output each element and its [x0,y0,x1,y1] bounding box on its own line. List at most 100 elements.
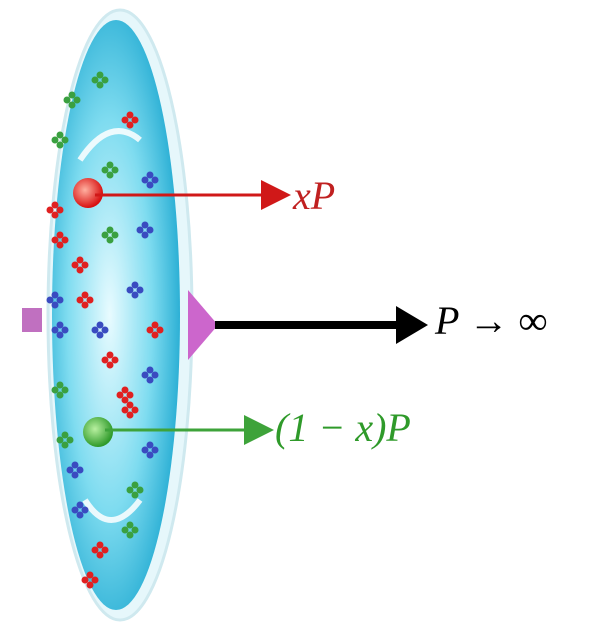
parton [57,437,64,444]
parton [62,327,69,334]
parton [157,327,164,334]
page: xP P → ∞ (1 − x)P (() => { const data = … [0,0,598,627]
parton [92,327,99,334]
parton [112,357,119,364]
parton [87,297,94,304]
parton [97,322,104,329]
parton [147,452,154,459]
parton [97,552,104,559]
parton [127,412,134,419]
parton [102,232,109,239]
proton-momentum-label: P → ∞ [434,298,547,343]
parton [82,292,89,299]
parton [147,367,154,374]
parton [69,92,76,99]
parton [72,462,79,469]
parton [82,262,89,269]
parton [147,327,154,334]
parton [132,482,139,489]
parton [112,232,119,239]
parton [122,397,129,404]
parton [97,332,104,339]
parton [62,387,69,394]
parton [74,97,81,104]
parton [82,507,89,514]
parton [127,287,134,294]
parton [77,297,84,304]
parton [72,472,79,479]
parton [152,447,159,454]
parton [77,267,84,274]
parton [82,577,89,584]
parton [52,327,59,334]
parton [92,77,99,84]
parton [122,387,129,394]
parton [137,227,144,234]
parton [152,322,159,329]
parton [147,182,154,189]
parton [67,467,74,474]
red-quark [73,178,103,208]
beam-stub [22,308,42,332]
parton [142,372,149,379]
parton [77,467,84,474]
parton [97,82,104,89]
parton [47,297,54,304]
parton [62,237,69,244]
parton [107,362,114,369]
proton-diagram: xP P → ∞ (1 − x)P [0,0,598,627]
parton [102,357,109,364]
parton [152,372,159,379]
parton [147,442,154,449]
parton [52,292,59,299]
parton [57,242,64,249]
parton [112,167,119,174]
parton [122,527,129,534]
parton [57,322,64,329]
parton [57,132,64,139]
parton [147,377,154,384]
quark-momentum-label: xP [292,173,335,218]
parton [127,402,134,409]
parton [107,162,114,169]
parton [72,262,79,269]
parton [97,72,104,79]
parton [87,572,94,579]
parton [52,387,59,394]
parton [62,442,69,449]
parton [122,407,129,414]
parton [142,177,149,184]
parton [57,142,64,149]
parton [77,512,84,519]
parton [52,137,59,144]
parton [132,282,139,289]
parton [102,167,109,174]
parton [117,392,124,399]
parton [127,392,134,399]
parton [152,177,159,184]
green-quark [83,417,113,447]
parton [52,302,59,309]
parton [137,487,144,494]
parton [137,287,144,294]
parton [127,487,134,494]
parton [147,172,154,179]
parton [142,447,149,454]
parton [102,327,109,334]
parton [152,332,159,339]
parton [57,392,64,399]
parton [47,207,54,214]
parton [72,507,79,514]
parton [102,547,109,554]
parton [132,292,139,299]
remainder-momentum-label: (1 − x)P [275,405,411,450]
momentum-arrow-head [396,306,428,344]
parton [77,257,84,264]
parton [64,97,71,104]
parton [142,222,149,229]
parton [69,102,76,109]
parton [57,332,64,339]
parton [127,112,134,119]
beam-head [188,290,218,360]
parton [57,207,64,214]
